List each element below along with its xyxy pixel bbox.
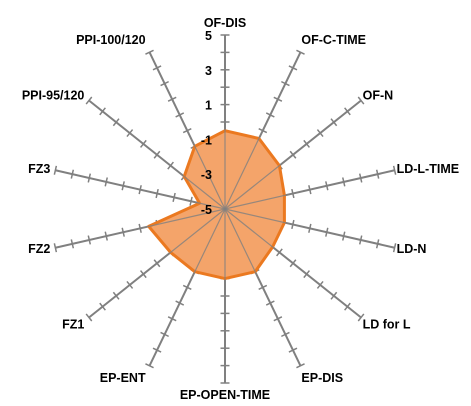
radial-tick-label: -1 <box>201 133 212 147</box>
tick-mark <box>85 313 93 322</box>
axis-overlay <box>224 208 302 367</box>
radial-tick-label: 5 <box>205 29 212 43</box>
axis-overlay <box>224 208 395 249</box>
category-label-of-dis: OF-DIS <box>204 16 246 30</box>
axis-overlay <box>224 208 362 318</box>
radial-tick-label: -5 <box>201 203 212 217</box>
category-label-ld-n: LD-N <box>397 242 427 256</box>
tick-mark <box>53 165 58 175</box>
axis-overlay <box>224 100 362 210</box>
radial-tick-label: 3 <box>205 64 212 78</box>
tick-mark <box>357 313 365 322</box>
tick-mark <box>296 363 305 369</box>
category-label-ppi-100-120: PPI-100/120 <box>76 33 146 47</box>
axis-overlay <box>88 100 226 210</box>
category-label-ld-for-l: LD for L <box>363 318 411 332</box>
category-label-ep-dis: EP-DIS <box>301 371 343 385</box>
axis-overlay <box>55 169 226 210</box>
tick-mark <box>53 243 58 253</box>
tick-mark <box>296 49 305 55</box>
tick-labels-layer: -5 -3 -1 1 3 5 <box>201 29 212 217</box>
axis-overlay <box>148 51 226 210</box>
category-labels-layer: OF-DIS OF-C-TIME OF-N LD-L-TIME LD-N LD for L… <box>22 16 459 402</box>
axis-overlay <box>224 51 302 210</box>
category-label-fz3: FZ3 <box>28 162 50 176</box>
category-label-of-c-time: OF-C-TIME <box>301 33 366 47</box>
category-label-fz2: FZ2 <box>28 242 50 256</box>
category-label-of-n: OF-N <box>363 88 394 102</box>
category-label-ppi-95-120: PPI-95/120 <box>22 88 85 102</box>
axis-overlay <box>88 208 226 318</box>
category-label-ep-open-time: EP-OPEN-TIME <box>180 388 270 402</box>
axis-overlay <box>55 208 226 249</box>
category-label-fz1: FZ1 <box>62 318 84 332</box>
category-label-ep-ent: EP-ENT <box>100 371 146 385</box>
axis-overlay <box>224 169 395 210</box>
radial-tick-label: -3 <box>201 168 212 182</box>
series-area-0 <box>147 129 286 281</box>
series-layer <box>55 35 395 383</box>
radial-tick-label: 1 <box>205 99 212 113</box>
category-label-ld-l-time: LD-L-TIME <box>397 162 459 176</box>
tick-mark <box>357 96 365 105</box>
axis-overlay <box>148 208 226 367</box>
